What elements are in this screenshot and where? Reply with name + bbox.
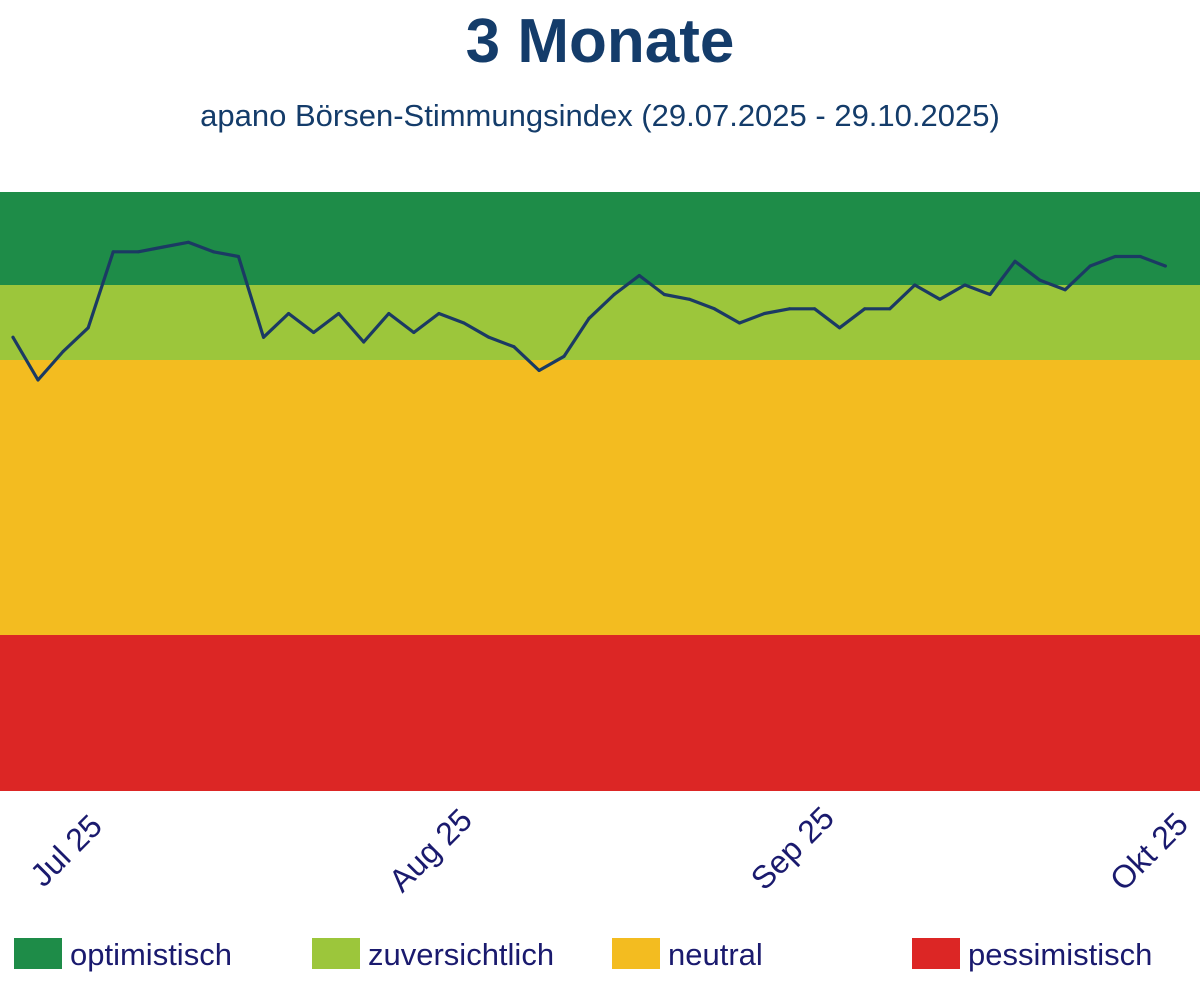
data-point-0 [11,335,15,339]
index-line-layer [11,240,1167,382]
legend-label-zuversichtlich: zuversichtlich [368,937,554,972]
data-point-4 [111,250,115,254]
chart-subtitle: apano Börsen-Stimmungsindex (29.07.2025 … [200,98,1000,133]
data-point-36 [913,283,917,287]
data-point-16 [412,331,416,334]
data-point-20 [512,345,516,349]
data-point-18 [462,321,466,325]
data-point-11 [287,312,291,315]
data-point-10 [262,335,265,339]
data-point-42 [1063,288,1067,292]
data-point-39 [988,293,992,296]
data-point-34 [863,307,867,311]
data-point-46 [1163,264,1167,268]
data-point-24 [612,293,616,296]
data-point-37 [938,297,942,301]
data-point-13 [337,312,341,315]
data-point-2 [61,350,65,353]
data-point-5 [136,250,140,254]
data-point-26 [662,293,666,296]
legend-swatch-neutral [612,938,660,969]
data-point-27 [687,297,691,301]
legend-swatch-zuversichtlich [312,938,360,969]
data-point-25 [637,274,641,277]
data-point-6 [161,245,165,249]
data-point-7 [186,240,190,244]
x-tick-label-jul-25: Jul 25 [23,807,109,893]
data-point-28 [712,307,716,311]
data-point-33 [838,326,842,330]
legend-label-neutral: neutral [668,937,763,972]
x-tick-label-aug-25: Aug 25 [382,801,479,898]
legend-item-zuversichtlich: zuversichtlich [312,937,554,972]
band-zuversichtlich [0,285,1200,360]
band-optimistisch [0,192,1200,285]
data-point-30 [763,312,766,315]
data-point-41 [1038,278,1042,282]
x-axis-ticks: Jul 25 Aug 25 Sep 25 Okt 25 [23,799,1195,898]
legend-item-neutral: neutral [612,937,763,972]
data-point-45 [1138,255,1142,258]
legend-item-optimistisch: optimistisch [14,937,232,972]
data-point-15 [387,312,391,315]
data-point-3 [86,326,90,330]
data-point-19 [487,335,491,339]
legend-swatch-pessimistisch [912,938,960,969]
data-point-38 [963,283,967,287]
data-point-35 [888,307,892,311]
x-tick-label-okt-25: Okt 25 [1103,805,1195,897]
legend-item-pessimistisch: pessimistisch [912,937,1152,972]
data-point-22 [562,354,566,358]
data-point-44 [1113,255,1117,258]
band-pessimistisch [0,635,1200,791]
band-neutral [0,360,1200,635]
chart-title: 3 Monate [466,7,735,76]
data-point-23 [587,316,591,320]
data-point-31 [788,307,792,311]
sentiment-bands [0,192,1200,791]
data-point-14 [362,340,366,344]
data-point-8 [211,250,215,254]
legend-swatch-optimistisch [14,938,62,969]
data-point-29 [738,321,741,325]
data-point-43 [1088,264,1092,268]
data-point-1 [36,378,40,382]
data-point-17 [437,312,441,315]
legend-label-optimistisch: optimistisch [70,937,232,972]
x-tick-label-sep-25: Sep 25 [744,799,841,896]
data-point-12 [312,331,316,334]
data-point-9 [237,255,240,258]
legend: optimistisch zuversichtlich neutral pessimi… [14,937,1152,972]
data-point-40 [1013,259,1017,263]
data-point-32 [813,307,817,311]
data-point-21 [537,369,541,372]
legend-label-pessimistisch: pessimistisch [968,937,1152,972]
